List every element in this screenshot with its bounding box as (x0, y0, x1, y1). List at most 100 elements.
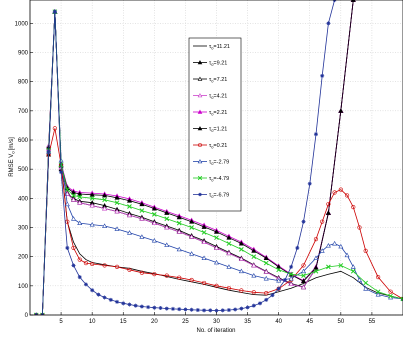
data-point (338, 187, 343, 192)
y-axis-label-main: RMSE V (9, 154, 15, 177)
x-tick-label: 5 (59, 319, 63, 325)
data-point (363, 248, 368, 253)
data-point (344, 193, 350, 198)
x-tick-label: 10 (89, 319, 96, 325)
data-point (301, 268, 307, 274)
legend-label-symbol: τ (209, 127, 212, 133)
data-point (189, 251, 195, 256)
data-point (251, 248, 257, 253)
y-axis-label: RMSE Vo[m/s] (9, 137, 16, 177)
legend-label-subscript: 0 (211, 194, 214, 199)
series-9 (34, 0, 337, 315)
data-point (176, 220, 182, 226)
legend-entry: τ0=7.21 (193, 76, 227, 84)
data-point (139, 201, 145, 207)
data-point (313, 268, 319, 274)
data-point (164, 242, 170, 247)
data-point (251, 254, 257, 260)
data-point (307, 181, 312, 186)
data-point (201, 280, 207, 286)
data-point (151, 220, 157, 226)
data-point (139, 208, 145, 213)
data-point (226, 286, 232, 291)
data-point (126, 212, 132, 218)
data-point (64, 201, 70, 207)
data-point (239, 247, 244, 252)
data-point (320, 73, 325, 78)
legend-label: τ0=-2.79 (209, 160, 229, 167)
data-point (251, 290, 256, 295)
data-point (65, 245, 70, 250)
data-point (301, 273, 306, 278)
legend-swatch-marker (197, 93, 203, 98)
legend-label-subscript: 0 (211, 95, 214, 100)
data-point (313, 265, 319, 270)
data-point (201, 239, 207, 244)
data-point (276, 267, 282, 273)
y-tick-label: 600 (18, 138, 29, 144)
data-point (226, 235, 232, 240)
data-point (90, 288, 95, 293)
data-point (152, 305, 157, 310)
data-point (189, 219, 195, 224)
x-tick-label: 15 (120, 319, 127, 325)
data-point (176, 229, 182, 234)
data-point (213, 259, 220, 265)
data-point (208, 308, 213, 313)
legend-swatch-marker (198, 143, 202, 147)
data-point (326, 202, 331, 207)
legend-label-value: =11.21 (213, 44, 230, 50)
data-point (264, 291, 269, 296)
legend-label-symbol: τ (209, 77, 212, 83)
legend-entry: τ0=2.21 (193, 109, 227, 117)
data-point (102, 205, 108, 211)
legend-label-symbol: τ (209, 61, 212, 67)
data-point (263, 255, 269, 261)
data-point (319, 248, 325, 253)
legend-label: τ0=2.21 (209, 110, 227, 117)
data-point (226, 264, 232, 269)
legend-label-subscript: 0 (211, 161, 214, 166)
data-point (238, 268, 244, 274)
data-point (313, 255, 319, 261)
data-point (338, 243, 344, 249)
legend-label-subscript: 0 (211, 145, 214, 150)
legend-label-symbol: τ (209, 94, 212, 100)
data-point (89, 192, 95, 197)
series-line (36, 128, 403, 315)
data-point (376, 274, 381, 280)
legend-label-symbol: τ (209, 110, 212, 116)
y-axis-label-unit: [m/s] (9, 137, 15, 150)
data-point (89, 203, 95, 208)
data-point (133, 303, 138, 308)
legend-entry: τ0=0.21 (193, 143, 227, 150)
x-tick-label: 55 (369, 319, 376, 325)
legend-label-value: =7.21 (213, 77, 227, 83)
data-point (326, 264, 331, 270)
data-point (363, 286, 369, 291)
data-point (282, 278, 287, 282)
svg-text:RMSE Vo[m/s]: RMSE Vo[m/s] (9, 137, 16, 177)
data-point (313, 237, 319, 242)
data-point (201, 224, 207, 229)
data-point (264, 297, 269, 302)
data-point (90, 261, 95, 267)
data-point (127, 302, 132, 307)
data-point (239, 306, 244, 311)
data-point (71, 197, 77, 202)
data-point (214, 308, 219, 313)
legend-label-value: =-4.79 (213, 176, 229, 182)
data-point (233, 307, 238, 312)
legend-swatch-marker (198, 192, 202, 197)
data-point (71, 263, 76, 268)
legend-entry: τ0=-2.79 (193, 159, 229, 167)
data-point (83, 282, 88, 287)
data-point (301, 219, 306, 224)
legend-entry: τ0=9.21 (193, 60, 227, 67)
data-point (238, 240, 244, 246)
data-point (77, 275, 82, 280)
data-point (152, 272, 157, 277)
data-point (189, 234, 195, 239)
data-point (83, 260, 89, 266)
